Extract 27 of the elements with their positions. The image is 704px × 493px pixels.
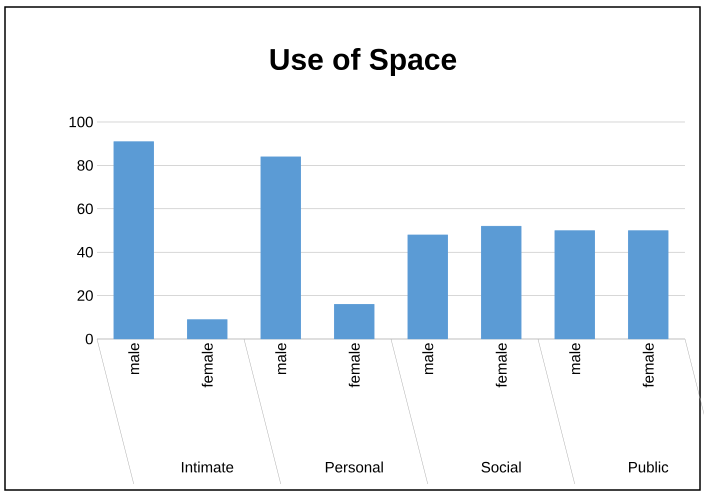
y-tick-label: 60 [78, 203, 93, 214]
x-tick-label: male [422, 343, 434, 374]
bar [481, 226, 522, 340]
y-tick-label: 20 [78, 290, 93, 301]
bar [260, 156, 301, 340]
chart-title: Use of Space [270, 48, 456, 76]
bar [408, 234, 448, 340]
text: Social [481, 461, 521, 473]
y-tick-label: 100 [70, 116, 93, 128]
bar [187, 319, 228, 340]
text: Intimate [182, 461, 234, 473]
x-tick-label: male [128, 343, 140, 374]
y-tick-label: 40 [77, 246, 93, 258]
bar [334, 304, 374, 340]
bar [114, 141, 154, 340]
text: Personal [326, 461, 383, 473]
x-tick-label: female [496, 343, 507, 388]
x-tick-label: female [202, 343, 213, 388]
y-tick-label: 0 [86, 334, 93, 344]
y-tick-label: 80 [77, 160, 93, 171]
x-tick-label: male [275, 343, 286, 374]
x-tick-label: female [642, 343, 654, 388]
text: Public [629, 461, 668, 473]
x-tick-label: female [348, 343, 360, 388]
x-tick-label: male [569, 343, 580, 374]
bar [554, 230, 595, 340]
bar [628, 230, 668, 340]
